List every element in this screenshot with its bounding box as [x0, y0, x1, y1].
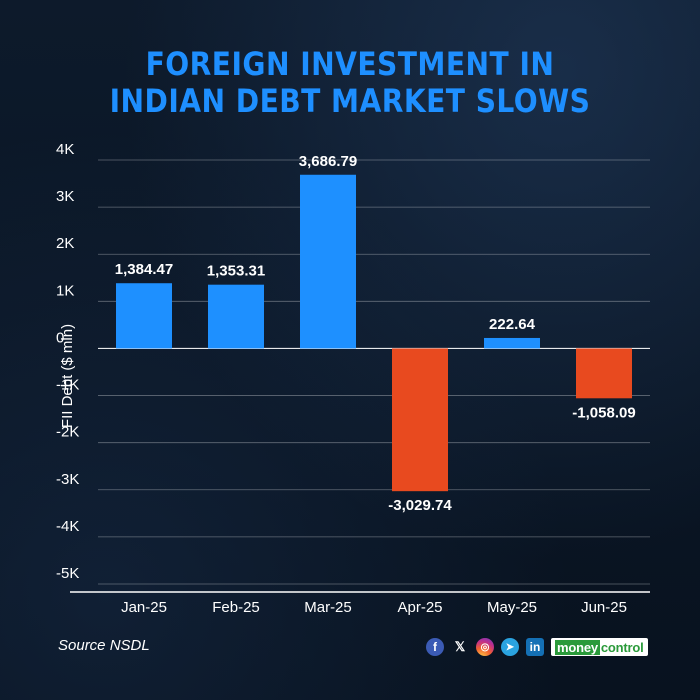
data-label: -1,058.09 — [572, 404, 635, 421]
brand-part-1: money — [555, 639, 600, 655]
telegram-icon[interactable]: ➤ — [501, 638, 519, 656]
data-label: 1,384.47 — [115, 261, 173, 278]
title-line-2: INDIAN DEBT MARKET SLOWS — [109, 82, 591, 120]
x-icon[interactable]: 𝕏 — [454, 639, 466, 654]
y-tick-label: 4K — [56, 141, 74, 158]
y-tick-label: 1K — [56, 282, 74, 299]
y-tick-label: -4K — [56, 518, 79, 535]
y-axis-label: FII Debt ($ mln) — [59, 324, 76, 428]
y-tick-label: 2K — [56, 235, 74, 252]
gridlines — [70, 159, 650, 593]
data-label: 3,686.79 — [299, 153, 357, 170]
social-footer: f 𝕏 ◎ ➤ in money control — [426, 638, 648, 656]
source-note: Source NSDL — [58, 637, 150, 654]
x-axis-ticks: Jan-25 Feb-25 Mar-25 Apr-25 May-25 Jun-25 — [121, 599, 627, 616]
y-tick-label: 0 — [56, 329, 64, 346]
y-tick-label: -2K — [56, 424, 79, 441]
y-tick-label: -1K — [56, 377, 79, 394]
bar-mar-25 — [300, 174, 356, 349]
title-line-1: FOREIGN INVESTMENT IN — [145, 45, 555, 83]
bar-feb-25 — [208, 284, 264, 349]
brand-part-2: control — [600, 639, 644, 655]
instagram-icon[interactable]: ◎ — [476, 638, 494, 656]
facebook-icon[interactable]: f — [426, 638, 444, 656]
x-tick-label: Apr-25 — [397, 599, 442, 616]
bar-apr-25 — [392, 348, 448, 492]
linkedin-icon[interactable]: in — [526, 638, 544, 656]
y-tick-label: -5K — [56, 565, 79, 582]
y-tick-label: -3K — [56, 471, 79, 488]
y-axis-ticks: 4K 3K 2K 1K 0 -1K -2K -3K -4K -5K — [56, 141, 79, 582]
data-label: 1,353.31 — [207, 263, 265, 280]
bar-jun-25 — [576, 348, 632, 399]
data-labels: 1,384.47 1,353.31 3,686.79 -3,029.74 222.64 -… — [115, 153, 636, 514]
moneycontrol-logo: money control — [551, 638, 648, 656]
bar-may-25 — [484, 337, 540, 349]
x-tick-label: Feb-25 — [212, 599, 260, 616]
data-label: -3,029.74 — [388, 497, 452, 514]
x-tick-label: May-25 — [487, 599, 537, 616]
data-label: 222.64 — [489, 316, 536, 333]
chart-title: FOREIGN INVESTMENT IN INDIAN DEBT MARKET… — [42, 46, 658, 120]
x-tick-label: Jun-25 — [581, 599, 627, 616]
x-tick-label: Jan-25 — [121, 599, 167, 616]
y-tick-label: 3K — [56, 188, 74, 205]
bar-jan-25 — [116, 283, 172, 349]
bars — [116, 174, 632, 492]
x-tick-label: Mar-25 — [304, 599, 352, 616]
